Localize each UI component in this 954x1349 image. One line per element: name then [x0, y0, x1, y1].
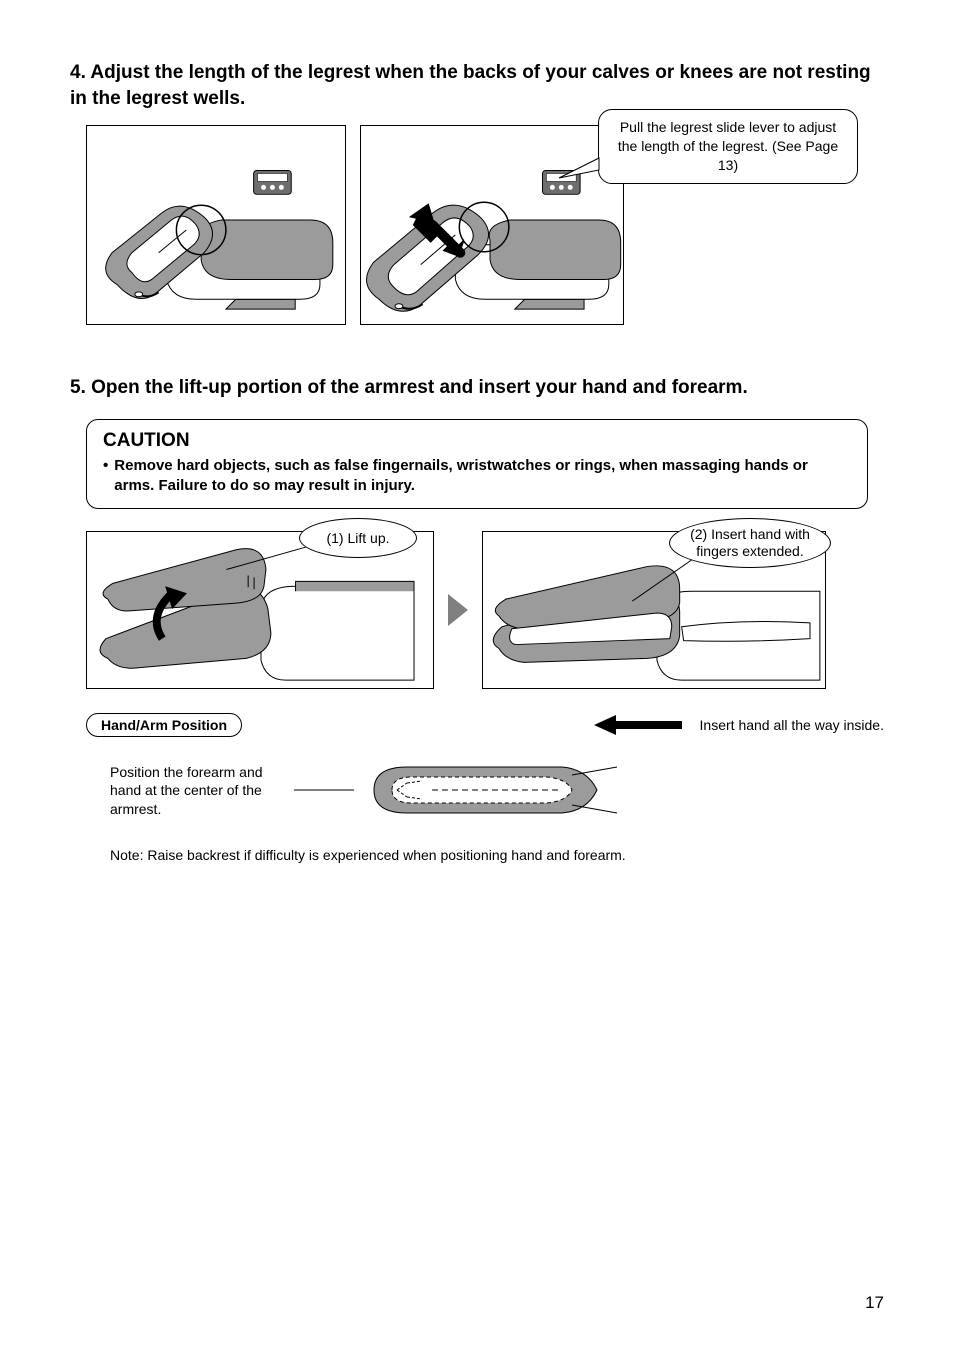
page-number: 17	[865, 1293, 884, 1313]
step5-figure-row: (1) Lift up.	[86, 531, 884, 689]
step4-speech-bubble: Pull the legrest slide lever to adjust t…	[598, 109, 858, 184]
caution-box: CAUTION • Remove hard objects, such as f…	[86, 419, 868, 510]
chair-legrest-illustration	[87, 126, 345, 324]
step4-figure-row: Pull the legrest slide lever to adjust t…	[86, 125, 884, 325]
step4-heading: 4. Adjust the length of the legrest when…	[70, 60, 884, 111]
speech-tail-icon	[557, 152, 601, 182]
armrest-topview-illustration	[362, 755, 622, 825]
caution-title: CAUTION	[103, 430, 851, 452]
bullet-dot: •	[103, 456, 108, 497]
callout-insert-text: (2) Insert hand with fingers extended.	[680, 526, 820, 561]
position-row: Position the forearm and hand at the cen…	[86, 755, 884, 825]
step5-illustration-insert: (2) Insert hand with fingers extended.	[482, 531, 826, 689]
page: 4. Adjust the length of the legrest when…	[0, 0, 954, 1349]
step4-speech-text: Pull the legrest slide lever to adjust t…	[618, 119, 838, 173]
hand-arm-row: Hand/Arm Position Insert hand all the wa…	[86, 713, 884, 737]
step4-illustration-1	[86, 125, 346, 325]
leader-line-icon	[294, 780, 354, 800]
caution-text: Remove hard objects, such as false finge…	[114, 456, 851, 497]
left-arrow-icon	[594, 715, 684, 735]
position-text: Position the forearm and hand at the cen…	[86, 763, 286, 818]
caution-bullet: • Remove hard objects, such as false fin…	[103, 456, 851, 497]
step5-heading: 5. Open the lift-up portion of the armre…	[70, 375, 884, 401]
insert-hand-label: Insert hand all the way inside.	[700, 717, 884, 733]
step5-illustration-liftup: (1) Lift up.	[86, 531, 434, 689]
hand-arm-position-label: Hand/Arm Position	[86, 713, 242, 737]
callout-liftup-text: (1) Lift up.	[326, 530, 389, 548]
sequence-arrow-icon	[444, 590, 472, 630]
note-text: Note: Raise backrest if difficulty is ex…	[110, 847, 884, 863]
